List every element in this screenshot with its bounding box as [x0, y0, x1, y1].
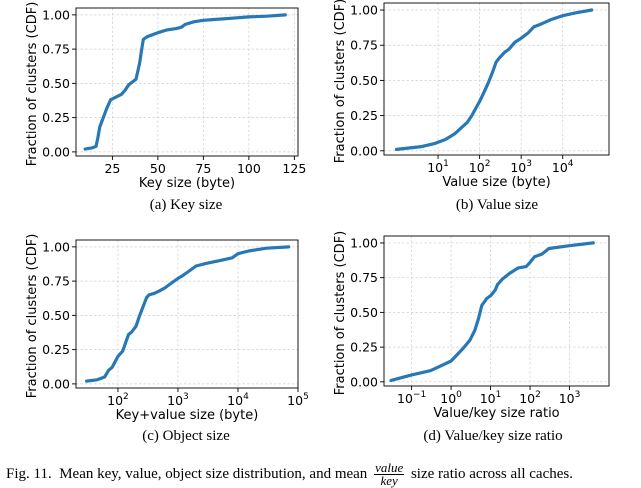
- subcaption-b: (b) Value size: [455, 197, 539, 213]
- chart-panel-0: 0.00 0.25 0.50 0.75 1.00 25 50 75 100 125 Key size…: [25, 2, 306, 191]
- y-axis-label: Fraction of clusters (CDF): [333, 231, 348, 396]
- y-tick-label-2: 0.50: [42, 308, 70, 323]
- x-tick-label-1: 102: [469, 159, 491, 175]
- x-axis-label: Key size (byte): [139, 176, 235, 191]
- y-tick-label-2: 0.50: [350, 73, 378, 88]
- x-tick-label-0: 25: [104, 161, 120, 176]
- y-tick-label-1: 0.25: [350, 108, 378, 123]
- y-tick-label-4: 1.00: [350, 3, 378, 18]
- x-tick-label-0: 10−1: [397, 390, 426, 406]
- axes-frame: [383, 2, 610, 156]
- x-tick-label-2: 101: [480, 390, 502, 406]
- y-axis-label: Fraction of clusters (CDF): [333, 0, 348, 163]
- y-tick-label-1: 0.25: [42, 110, 70, 125]
- y-tick-label-0: 0.00: [350, 374, 378, 389]
- x-tick-label-1: 103: [167, 392, 189, 408]
- cdf-line-0: [83, 13, 287, 151]
- caption-fraction-denominator: key: [380, 473, 398, 488]
- axes-frame: [75, 239, 299, 389]
- y-tick-label-3: 0.75: [350, 270, 378, 285]
- caption-prefix: Fig. 11.: [6, 465, 52, 482]
- chart-panel-2: 0.00 0.25 0.50 0.75 1.00 102 103 104 105 Key+valu…: [25, 234, 309, 423]
- axes-frame: [75, 7, 299, 157]
- y-tick-label-2: 0.50: [42, 76, 70, 91]
- caption-main: Mean key, value, object size distributio…: [59, 465, 368, 482]
- y-tick-label-4: 1.00: [350, 235, 378, 250]
- x-tick-label-1: 100: [440, 390, 462, 406]
- x-axis-label: Value size (byte): [442, 175, 550, 190]
- y-tick-label-0: 0.00: [350, 143, 378, 158]
- caption-tail: size ratio across all caches.: [410, 465, 573, 482]
- x-tick-label-3: 102: [519, 390, 541, 406]
- y-axis-label: Fraction of clusters (CDF): [25, 2, 40, 167]
- x-axis-label: Value/key size ratio: [433, 406, 559, 421]
- x-tick-label-3: 104: [552, 159, 574, 175]
- axes-frame: [383, 235, 610, 387]
- x-tick-label-4: 125: [282, 161, 306, 176]
- x-tick-label-0: 101: [427, 159, 449, 175]
- x-tick-label-3: 100: [237, 161, 261, 176]
- caption-fraction: value key: [374, 460, 405, 488]
- y-tick-label-3: 0.75: [42, 42, 70, 57]
- x-tick-label-4: 103: [559, 390, 581, 406]
- y-tick-label-3: 0.75: [42, 274, 70, 289]
- x-tick-label-1: 50: [150, 161, 166, 176]
- y-tick-label-3: 0.75: [350, 38, 378, 53]
- x-tick-label-0: 102: [107, 392, 129, 408]
- figure-caption: Fig. 11. Mean key, value, object size di…: [6, 460, 573, 488]
- y-tick-label-0: 0.00: [42, 376, 70, 391]
- y-tick-label-1: 0.25: [42, 342, 70, 357]
- caption-fraction-numerator: value: [374, 460, 405, 475]
- x-tick-label-2: 104: [227, 392, 249, 408]
- y-tick-label-4: 1.00: [42, 7, 70, 22]
- subcaption-c: (c) Object size: [142, 428, 230, 444]
- y-tick-label-4: 1.00: [42, 239, 70, 254]
- x-tick-label-2: 103: [510, 159, 532, 175]
- y-tick-label-2: 0.50: [350, 305, 378, 320]
- x-tick-label-2: 75: [195, 161, 211, 176]
- subcaption-d: (d) Value/key size ratio: [423, 428, 563, 444]
- cdf-line-0: [84, 245, 291, 383]
- cdf-line-0: [389, 241, 595, 382]
- cdf-line-0: [394, 8, 594, 151]
- y-tick-label-0: 0.00: [42, 144, 70, 159]
- x-tick-label-3: 105: [287, 392, 309, 408]
- x-axis-label: Key+value size (byte): [116, 408, 259, 423]
- subcaption-a: (a) Key size: [149, 197, 223, 213]
- y-axis-label: Fraction of clusters (CDF): [25, 234, 40, 399]
- chart-panel-3: 0.00 0.25 0.50 0.75 1.00 10−1 100 101 102 103Valu…: [333, 231, 610, 421]
- y-tick-label-1: 0.25: [350, 340, 378, 355]
